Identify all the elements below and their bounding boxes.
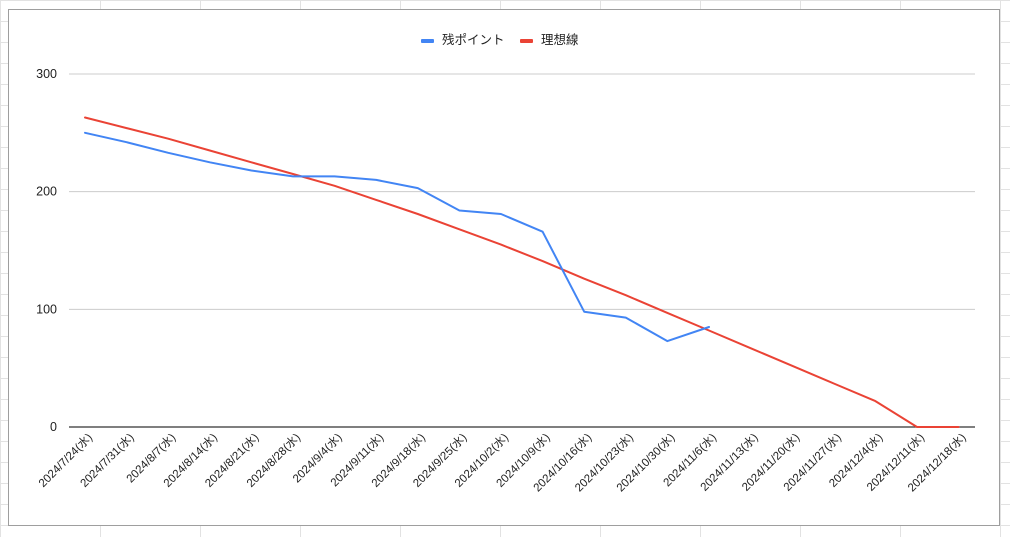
x-axis: 2024/7/24(水)2024/7/31(水)2024/8/7(水)2024/… xyxy=(36,431,969,495)
legend-label: 残ポイント xyxy=(442,33,505,47)
legend-label: 理想線 xyxy=(541,32,579,47)
legend[interactable]: 残ポイント 理想線 xyxy=(421,32,579,47)
y-axis: 0 100 200 300 xyxy=(36,67,57,434)
legend-item[interactable]: 理想線 xyxy=(520,32,579,47)
series-line-1[interactable] xyxy=(84,116,960,428)
legend-item[interactable]: 残ポイント xyxy=(421,33,505,47)
gridlines xyxy=(69,73,975,428)
series-line-0[interactable] xyxy=(84,131,710,343)
line-chart: 0 100 200 300 2024/7/24(水)2024/7/31(水)2024/… xyxy=(36,32,975,495)
chart-container[interactable]: 0 100 200 300 2024/7/24(水) 2024/7/31(水) 2024/… xyxy=(8,9,1000,526)
y-tick-label: 100 xyxy=(36,302,57,316)
series-lines xyxy=(84,116,960,428)
legend-swatch xyxy=(421,39,434,43)
y-tick-label: 200 xyxy=(36,185,57,199)
y-tick-label: 0 xyxy=(50,420,57,434)
y-tick-label: 300 xyxy=(36,67,57,81)
legend-swatch xyxy=(520,39,533,43)
